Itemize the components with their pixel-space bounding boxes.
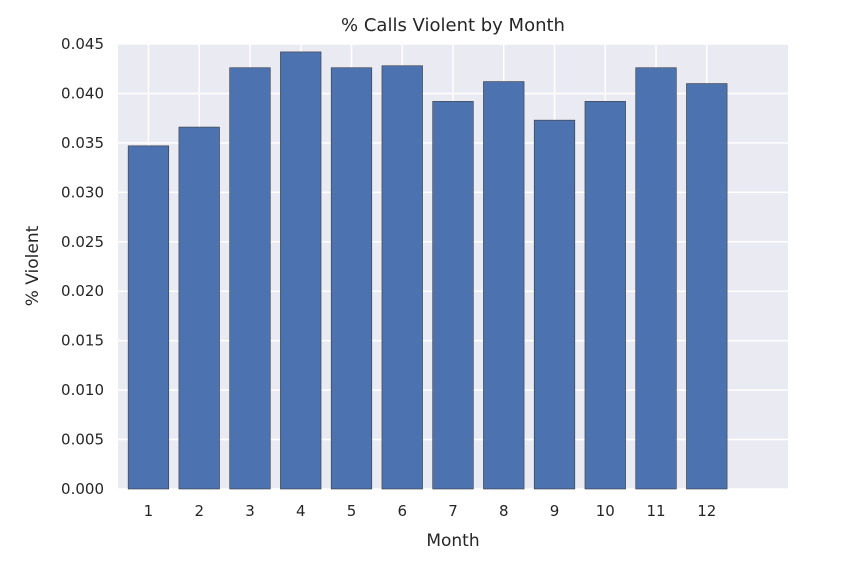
x-tick-label: 12 — [697, 502, 716, 520]
bar-month-8 — [483, 81, 525, 490]
bar-month-1 — [127, 145, 170, 490]
x-tick-label: 11 — [646, 502, 665, 520]
y-axis-label: % Violent — [23, 225, 43, 306]
y-tick-label: 0.015 — [61, 332, 104, 350]
x-tick-label: 8 — [499, 502, 509, 520]
bar-month-6 — [381, 65, 423, 490]
y-tick-label: 0.005 — [61, 431, 104, 449]
bar-month-10 — [584, 101, 626, 490]
y-tick-label: 0.000 — [61, 480, 104, 498]
x-tick-label: 1 — [144, 502, 154, 520]
x-tick-label: 9 — [550, 502, 560, 520]
y-tick-label: 0.040 — [61, 84, 104, 102]
x-tick-label: 6 — [397, 502, 407, 520]
x-tick-label: 7 — [448, 502, 458, 520]
bars — [127, 51, 728, 490]
bar-month-2 — [178, 126, 220, 490]
y-tick-labels: 0.000 0.005 0.010 0.015 0.020 0.025 0.030 0.035… — [61, 35, 104, 498]
y-tick-label: 0.035 — [61, 134, 104, 152]
bar-month-11 — [635, 67, 677, 490]
x-tick-label: 5 — [347, 502, 357, 520]
bar-month-5 — [330, 67, 373, 490]
x-tick-label: 2 — [194, 502, 204, 520]
x-tick-labels: 1 2 3 4 5 6 7 8 9 10 11 12 — [144, 502, 717, 520]
y-tick-label: 0.025 — [61, 233, 104, 251]
x-axis-label: Month — [426, 531, 479, 551]
bar-month-7 — [432, 101, 474, 490]
x-tick-label: 10 — [596, 502, 615, 520]
y-tick-label: 0.030 — [61, 183, 104, 201]
bar-month-12 — [686, 83, 728, 490]
y-tick-label: 0.020 — [61, 282, 104, 300]
bar-month-9 — [533, 119, 576, 490]
chart-title: % Calls Violent by Month — [341, 15, 565, 36]
x-tick-label: 3 — [245, 502, 255, 520]
y-tick-label: 0.010 — [61, 381, 104, 399]
x-tick-label: 4 — [296, 502, 306, 520]
y-tick-label: 0.045 — [61, 35, 104, 53]
bar-month-4 — [280, 51, 322, 490]
bar-month-3 — [229, 67, 271, 490]
